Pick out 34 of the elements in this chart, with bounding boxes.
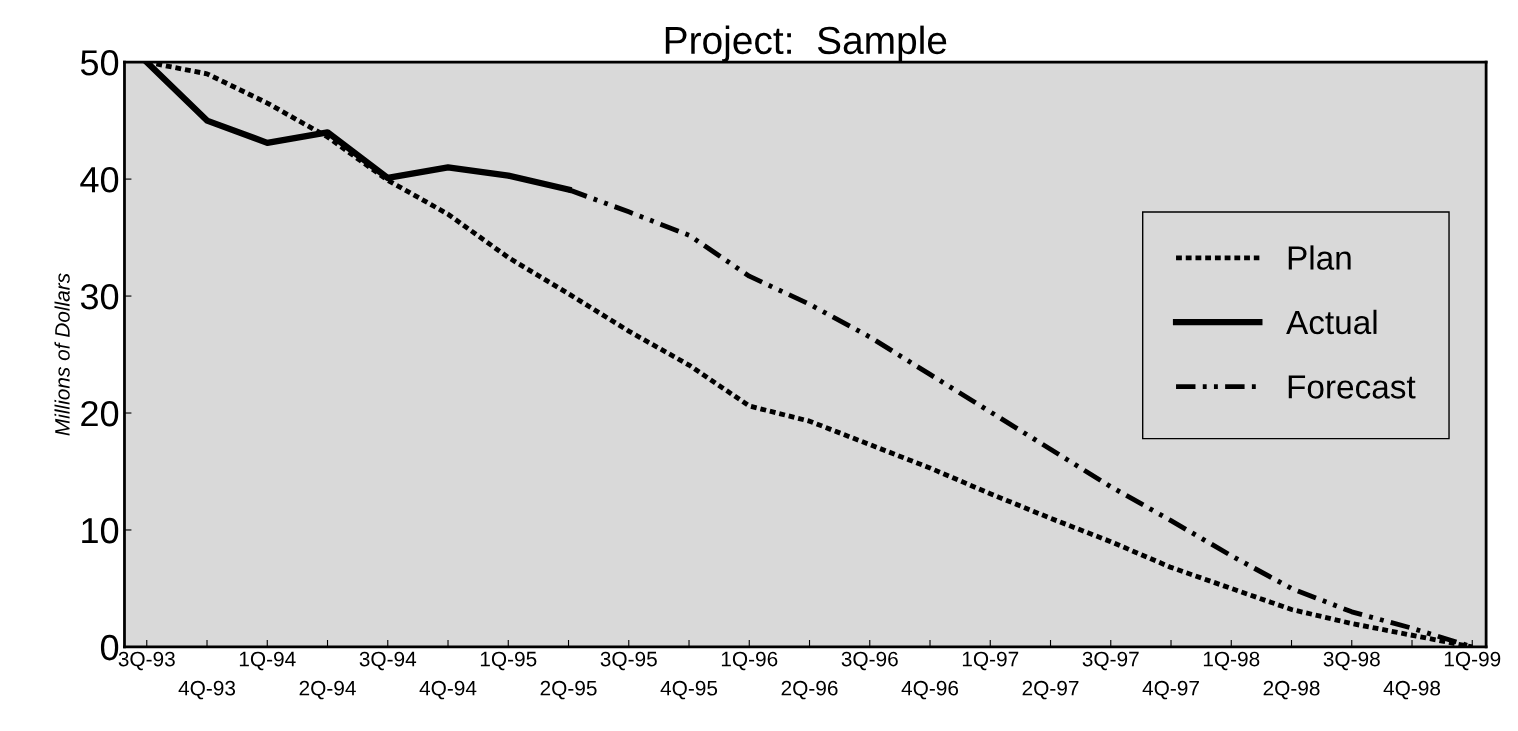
y-tick-label: 20 [81, 400, 119, 427]
x-tick-label: 3Q-97 [1082, 651, 1139, 671]
legend-label: Plan [1288, 245, 1351, 270]
legend-label: Forecast [1288, 375, 1416, 399]
x-tick-label: 4Q-96 [901, 680, 959, 700]
x-tick-label: 1Q-97 [962, 651, 1019, 671]
y-axis-title: Millions of Dollars [54, 273, 70, 436]
legend-label: Actual [1286, 309, 1377, 335]
y-tick-label: 30 [80, 283, 119, 310]
x-tick-label: 3Q-93 [118, 651, 175, 671]
x-tick-label: 1Q-94 [239, 651, 296, 671]
x-tick-label: 3Q-94 [359, 651, 417, 671]
x-tick-label: 4Q-97 [1142, 680, 1199, 700]
x-tick-label: 1Q-96 [721, 651, 778, 671]
x-tick-label: 4Q-94 [419, 680, 477, 700]
y-tick-label: 40 [80, 166, 119, 193]
y-tick-label: 0 [100, 634, 119, 661]
x-tick-label: 4Q-95 [660, 680, 718, 700]
x-tick-label: 2Q-97 [1022, 680, 1079, 700]
x-tick-label: 4Q-98 [1383, 680, 1441, 700]
x-tick-label: 3Q-98 [1323, 651, 1380, 671]
x-tick-label: 2Q-96 [781, 680, 838, 700]
x-tick-label: 2Q-98 [1263, 680, 1320, 700]
chart-title: Project: Sample [665, 25, 947, 62]
x-tick-label: 3Q-95 [600, 651, 657, 671]
x-tick-label: 1Q-99 [1444, 651, 1501, 671]
x-tick-label: 2Q-94 [299, 680, 356, 700]
x-tick-label: 3Q-96 [841, 651, 898, 671]
y-tick-label: 50 [80, 50, 119, 76]
x-tick-label: 4Q-93 [178, 680, 236, 700]
x-tick-label: 2Q-95 [540, 680, 597, 700]
x-tick-label: 1Q-98 [1203, 651, 1260, 671]
y-tick-label: 10 [82, 517, 119, 544]
x-tick-label: 1Q-95 [480, 651, 537, 671]
